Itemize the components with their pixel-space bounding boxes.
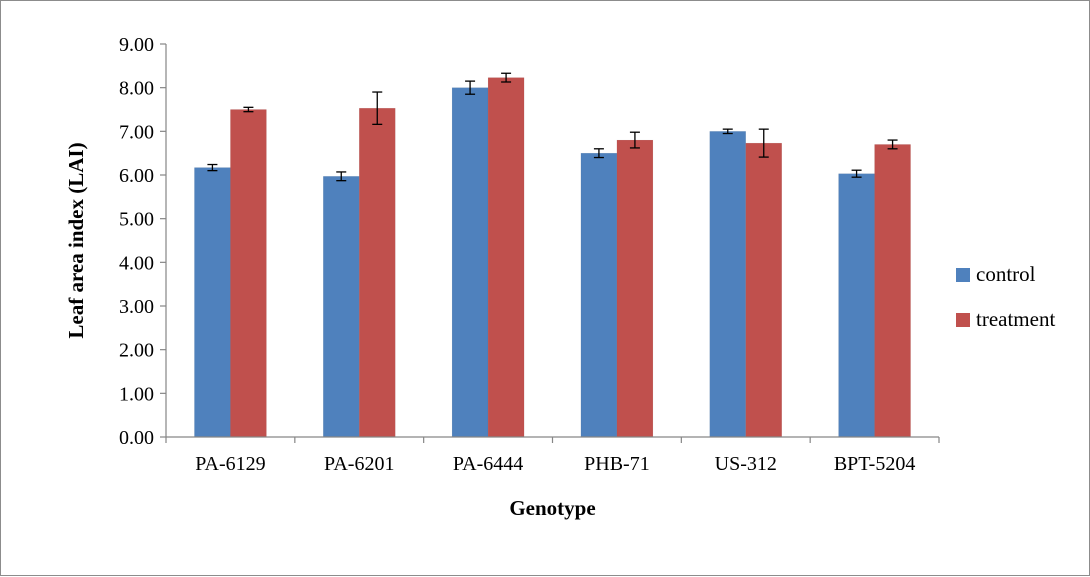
y-tick-label: 8.00 — [119, 78, 154, 100]
x-tick-label: PA-6129 — [195, 453, 265, 475]
bar-treatment-PA-6444 — [487, 77, 525, 438]
x-tick-label: PA-6444 — [453, 453, 523, 475]
error-bar-treatment-BPT-5204 — [887, 139, 898, 150]
bar-treatment-PA-6201 — [359, 107, 396, 438]
error-bar-control-PA-6444 — [465, 80, 476, 95]
bar-control-US-312 — [709, 131, 746, 438]
bar-treatment-PHB-71 — [616, 139, 654, 438]
x-axis-title: Genotype — [509, 496, 595, 520]
y-axis-title: Leaf area index (LAI) — [64, 142, 88, 338]
y-tick-label: 6.00 — [119, 165, 154, 187]
y-tick-label: 4.00 — [119, 252, 154, 274]
x-tick-label: PA-6201 — [324, 453, 394, 475]
bar-control-PA-6129 — [194, 167, 231, 438]
error-bar-control-PHB-71 — [593, 148, 604, 159]
error-bar-control-US-312 — [722, 128, 733, 135]
bars-layer — [194, 77, 911, 438]
legend-swatch — [956, 313, 970, 327]
y-tick-label: 3.00 — [119, 296, 154, 318]
legend-item-control: control — [956, 262, 1036, 286]
y-tick-label: 5.00 — [119, 209, 154, 231]
x-tick-label: PHB-71 — [584, 453, 650, 475]
error-bar-control-PA-6201 — [336, 171, 347, 182]
axes-layer — [160, 43, 940, 443]
legend: control treatment — [956, 262, 1055, 331]
y-tick-label: 1.00 — [119, 383, 154, 405]
bar-control-PHB-71 — [580, 152, 618, 438]
y-tick-label: 9.00 — [119, 34, 154, 56]
y-tick-label: 2.00 — [119, 340, 154, 362]
error-bar-control-BPT-5204 — [851, 169, 862, 178]
error-bar-treatment-PA-6444 — [501, 72, 512, 83]
error-bar-treatment-PHB-71 — [629, 131, 640, 149]
error-bar-treatment-PA-6201 — [372, 91, 383, 125]
x-tick-label: BPT-5204 — [834, 453, 916, 475]
legend-label: control — [976, 262, 1036, 286]
labels-layer: 0.00 1.00 2.00 3.00 4.00 5.00 6.00 7.00 8.00 9.00… — [119, 34, 915, 475]
y-tick-label: 7.00 — [119, 121, 154, 143]
error-bar-control-PA-6129 — [207, 163, 218, 172]
bar-treatment-BPT-5204 — [874, 144, 911, 438]
legend-item-treatment: treatment — [956, 307, 1055, 331]
bar-control-PA-6444 — [451, 87, 489, 438]
bar-treatment-PA-6129 — [230, 109, 267, 438]
legend-swatch — [956, 268, 970, 282]
bar-control-BPT-5204 — [838, 173, 875, 438]
x-tick-label: US-312 — [715, 453, 777, 475]
error-bar-treatment-PA-6129 — [243, 106, 254, 113]
error-bars-layer — [207, 72, 898, 182]
legend-label: treatment — [976, 307, 1055, 331]
bar-control-PA-6201 — [323, 176, 360, 438]
y-tick-label: 0.00 — [119, 427, 154, 449]
error-bar-treatment-US-312 — [758, 128, 769, 158]
bar-treatment-US-312 — [745, 142, 782, 438]
